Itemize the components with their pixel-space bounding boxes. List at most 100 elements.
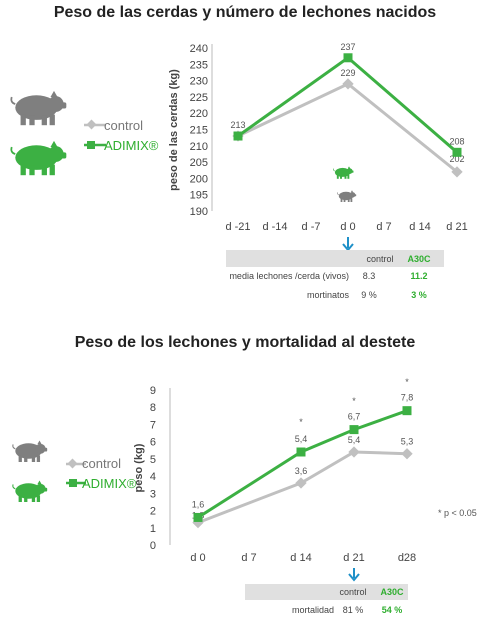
chart1-point-control <box>451 166 463 178</box>
chart2-x-tick-label: d 14 <box>290 552 311 564</box>
legend1-adimix-label: ADIMIX® <box>104 138 159 153</box>
pig-icon-green-head <box>346 168 353 174</box>
chart2-y-tick-label: 7 <box>150 419 156 431</box>
chart2-y-label: peso (kg) <box>133 443 145 492</box>
pig-icon-green-leg <box>340 175 342 179</box>
chart1-y-tick-label: 235 <box>190 59 208 71</box>
pig-icon-gray-snout <box>354 194 357 197</box>
pig-icon-gray-leg <box>347 198 350 202</box>
chart1-series-line-0 <box>237 82 458 174</box>
pig-icon-green <box>10 140 67 176</box>
pig-icon-gray-head <box>47 96 64 112</box>
chart2-table-header: A30C <box>380 587 404 597</box>
pig-icon-green-leg <box>36 495 41 502</box>
chart2-y-tick-label: 9 <box>150 385 156 397</box>
pig-icon-green-leg <box>336 174 339 179</box>
chart1-x-tick-label: d 0 <box>340 221 355 233</box>
chart1-table-cell: 8.3 <box>363 271 376 281</box>
pig-icon-gray-ear <box>50 90 58 98</box>
pig-icon-green <box>333 166 354 179</box>
chart1-table-header-bg <box>226 250 444 267</box>
chart2-table-cell: 81 % <box>343 605 364 615</box>
pig-icon-gray-body <box>15 95 58 120</box>
pig-icon-green-body <box>15 145 58 170</box>
pig-icon-gray <box>12 440 48 462</box>
pig-icon-green-tail <box>12 484 16 490</box>
chart1-y-tick-label: 200 <box>190 173 208 185</box>
pig-icon-green-leg <box>29 165 35 176</box>
pig-icon-gray-head <box>35 443 46 454</box>
pig-icon-gray-head <box>349 192 356 198</box>
chart2-arrow-icon <box>348 568 360 582</box>
chart1-y-tick-label: 225 <box>190 92 208 104</box>
chart2-table-header: control <box>339 587 366 597</box>
chart2-y-tick-label: 2 <box>150 506 156 518</box>
chart1-point-adimix <box>343 53 353 63</box>
pig-icon-gray-leg <box>36 455 41 462</box>
chart1-y-tick-label: 195 <box>190 190 208 202</box>
pig-icon-gray-leg <box>20 114 26 126</box>
chart1-table-cell: 11.2 <box>410 271 427 281</box>
pig-icon-gray-body <box>338 191 354 201</box>
chart1-x-tick-label: d -21 <box>225 221 250 233</box>
chart1-point-adimix <box>233 131 243 141</box>
chart1-y-tick-label: 220 <box>190 108 208 120</box>
chart1-y-tick-label: 240 <box>190 43 208 55</box>
chart2-significance-mark: * <box>299 417 303 427</box>
chart1-y-tick-label: 210 <box>190 141 208 153</box>
pig-icon-gray-snout <box>43 447 48 452</box>
pig-icon-green-leg <box>344 175 347 179</box>
chart2-y-tick-label: 8 <box>150 402 156 414</box>
chart1-y-tick-label: 205 <box>190 157 208 169</box>
pig-icon-green-leg <box>20 164 26 176</box>
chart1-x-tick-label: d -7 <box>302 221 321 233</box>
pig-icon-green-leg <box>18 495 22 502</box>
pig-icon-gray-leg <box>31 455 36 462</box>
chart1-y-label: peso de las cerdas (kg) <box>168 69 180 191</box>
chart1-arrow-icon <box>342 237 354 252</box>
chart2-y-tick-label: 4 <box>150 471 156 483</box>
chart2-point-control <box>401 448 413 460</box>
pig-icon-green-ear <box>347 166 351 169</box>
chart1-y-tick-label: 190 <box>190 206 208 218</box>
chart1-data-label: 229 <box>340 68 355 78</box>
chart1-x-tick-label: d 14 <box>409 221 430 233</box>
chart2-title: Peso de los lechones y mortalidad al des… <box>74 334 416 351</box>
chart2-table-header-bg <box>245 584 408 600</box>
pig-icon-gray-tail <box>10 96 16 105</box>
chart2-point-control <box>348 446 360 458</box>
chart1-data-label: 213 <box>230 120 245 130</box>
pig-icon-green-leg <box>31 495 36 502</box>
legend2-adimix-label: ADIMIX® <box>82 476 137 491</box>
chart1-table-header: control <box>366 254 393 264</box>
chart1-data-label: 237 <box>340 42 355 52</box>
chart1-point-adimix <box>452 147 462 157</box>
chart1-x-tick-label: d -14 <box>262 221 287 233</box>
chart1-data-label: 202 <box>449 154 464 164</box>
chart2-significance-mark: * <box>352 396 356 406</box>
chart1-table-row-label: media lechones /cerda (vivos) <box>229 271 349 281</box>
chart2-data-label: 3,6 <box>295 466 308 476</box>
pig-icon-gray-snout <box>61 102 67 109</box>
chart2-data-label: 6,7 <box>348 412 361 422</box>
chart2-y-tick-label: 3 <box>150 488 156 500</box>
chart2-x-tick-label: d 7 <box>241 552 256 564</box>
chart1-table-row-label: mortinatos <box>307 290 350 300</box>
legend1-control-marker <box>86 119 97 130</box>
legend2-control-label: control <box>82 456 121 471</box>
pig-icon-gray-body <box>15 443 42 459</box>
pig-icon-green-body <box>334 167 351 177</box>
chart1-y-tick-label: 230 <box>190 76 208 88</box>
pig-icon-gray-leg <box>41 115 47 126</box>
chart2-data-label: 1,6 <box>192 499 205 509</box>
pig-icon-gray-leg <box>343 198 346 202</box>
chart2-data-label: 5,4 <box>295 434 308 444</box>
pig-icon-gray-leg <box>29 115 35 126</box>
chart2-table-cell: 54 % <box>382 605 403 615</box>
pig-icon-green-leg <box>347 174 350 179</box>
chart2-x-tick-label: d 0 <box>190 552 205 564</box>
chart2-data-label: 5,4 <box>348 435 361 445</box>
pig-icon-gray-leg <box>350 198 353 202</box>
pig-icon-gray-tail <box>12 444 16 450</box>
